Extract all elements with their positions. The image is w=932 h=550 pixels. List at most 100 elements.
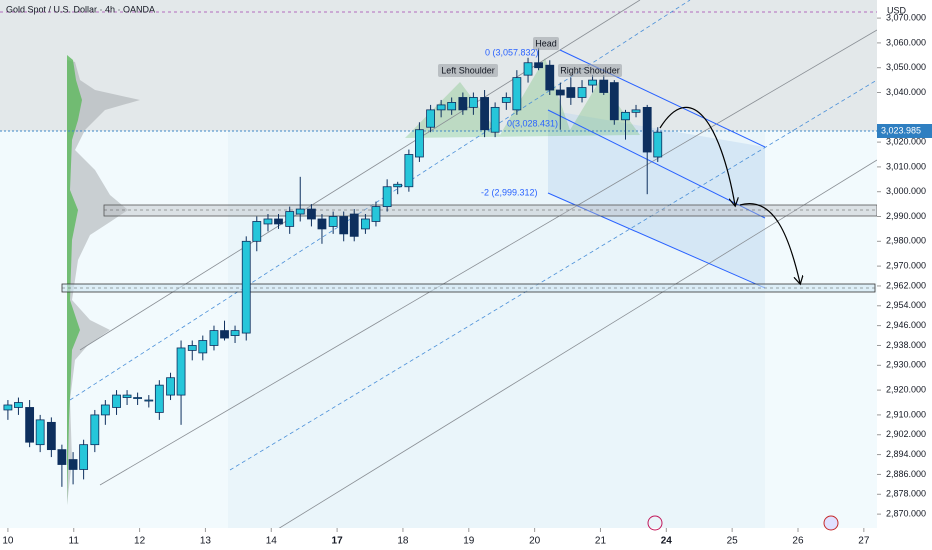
- x-tick-label: 24: [661, 536, 673, 547]
- candle-body: [588, 79, 597, 86]
- candle-body: [220, 330, 229, 339]
- candle-body: [252, 221, 262, 242]
- y-tick-label: 3,010.000: [886, 161, 926, 171]
- desc-channel-fill: [548, 110, 765, 288]
- candle-body: [154, 384, 164, 413]
- candle-body: [3, 404, 13, 411]
- price-tag: [877, 124, 932, 138]
- y-tick-label: 2,886.000: [886, 469, 926, 479]
- candle-body: [339, 216, 349, 235]
- y-tick-label: 3,020.000: [886, 136, 926, 146]
- x-tick-label: 20: [529, 536, 541, 547]
- head-label: Head: [535, 38, 557, 48]
- x-axis-bg: [0, 528, 877, 550]
- y-tick-label: 3,060.000: [886, 37, 926, 47]
- x-tick-label: 27: [858, 536, 870, 547]
- y-tick-label: 3,040.000: [886, 87, 926, 97]
- y-tick-label: 2,970.000: [886, 260, 926, 270]
- volume-profile-green: [67, 55, 82, 505]
- candle-body: [68, 459, 78, 470]
- y-tick-label: 3,000.000: [886, 186, 926, 196]
- x-tick-label: 10: [2, 536, 14, 547]
- projection-zone: [228, 131, 765, 530]
- left-shoulder-label: Left Shoulder: [441, 65, 495, 75]
- candle-body: [307, 208, 316, 220]
- label-box: [558, 64, 622, 77]
- candle-body: [14, 402, 23, 408]
- candle-body: [631, 109, 641, 113]
- candle-body: [285, 211, 295, 227]
- flag-icon[interactable]: [823, 515, 839, 531]
- candle-body: [566, 87, 576, 98]
- label-box: [533, 37, 559, 50]
- channel-line: [259, 159, 878, 541]
- event-icon[interactable]: [647, 515, 663, 531]
- y-tick-label: 2,954.000: [886, 300, 926, 310]
- candle-body: [436, 104, 446, 111]
- y-tick-label: 2,902.000: [886, 429, 926, 439]
- candle-body: [609, 82, 619, 121]
- candle-body: [274, 218, 283, 225]
- candle-body: [187, 345, 197, 351]
- x-tick-label: 17: [332, 536, 344, 547]
- fib-label: 0(3,028.431): [507, 118, 558, 128]
- candle-body: [122, 394, 132, 398]
- candle-body: [328, 216, 338, 227]
- y-tick-label: 2,990.000: [886, 211, 926, 221]
- candle-body: [57, 449, 67, 465]
- candle-body: [133, 397, 143, 399]
- x-tick-label: 13: [200, 536, 212, 547]
- currency: USD: [887, 5, 907, 15]
- candle-body: [230, 330, 240, 336]
- head-shoulders: [405, 58, 640, 138]
- x-tick-label: 11: [69, 536, 80, 547]
- y-tick-label: 2,980.000: [886, 236, 926, 246]
- candle-body: [209, 330, 219, 346]
- candle-body: [480, 97, 489, 131]
- y-tick-label: 2,946.000: [886, 320, 926, 330]
- y-tick-label: 2,920.000: [886, 384, 926, 394]
- candle-body: [46, 421, 56, 451]
- desc-channel: [547, 109, 766, 219]
- y-tick-label: 2,870.000: [886, 508, 926, 518]
- candle-body: [79, 444, 89, 470]
- x-tick-label: 12: [134, 536, 146, 547]
- candle-body: [523, 62, 533, 76]
- candle-body: [263, 218, 273, 225]
- candle-body: [404, 154, 414, 188]
- candle-body: [501, 97, 511, 103]
- candle-body: [35, 419, 45, 446]
- candle-body: [241, 240, 251, 334]
- candle-body: [534, 62, 543, 69]
- candle-body: [393, 183, 403, 188]
- y-tick-label: 2,962.000: [886, 280, 926, 290]
- candle-body: [512, 77, 522, 111]
- y-tick-label: 2,910.000: [886, 409, 926, 419]
- candle-body: [621, 111, 630, 121]
- candle-body: [100, 404, 110, 416]
- y-tick-label: 3,050.000: [886, 62, 926, 72]
- candle-body: [426, 109, 435, 128]
- channel-dashed: [69, 0, 691, 401]
- right-shoulder-label: Right Shoulder: [560, 65, 620, 75]
- fib-label: -2 (2,999.312): [481, 187, 538, 197]
- candle-body: [577, 87, 587, 98]
- candle-body: [653, 131, 663, 158]
- candle-body: [555, 89, 565, 96]
- candles: [3, 48, 663, 487]
- y-tick-label: 2,930.000: [886, 360, 926, 370]
- candle-body: [112, 394, 121, 408]
- x-tick-label: 18: [397, 536, 409, 547]
- y-tick-label: 2,938.000: [886, 340, 926, 350]
- x-tick-label: 25: [727, 536, 739, 547]
- candle-body: [144, 399, 154, 402]
- x-tick-label: 21: [595, 536, 607, 547]
- candle-body: [415, 129, 424, 158]
- fib-label: 0 (3,057.832): [485, 47, 539, 57]
- channel-line: [99, 29, 878, 486]
- candle-body: [545, 64, 555, 91]
- candle-body: [90, 414, 100, 446]
- axes: 3,070.000 3,060.000 3,050.000 3,040.000 3,02…: [2, 12, 926, 546]
